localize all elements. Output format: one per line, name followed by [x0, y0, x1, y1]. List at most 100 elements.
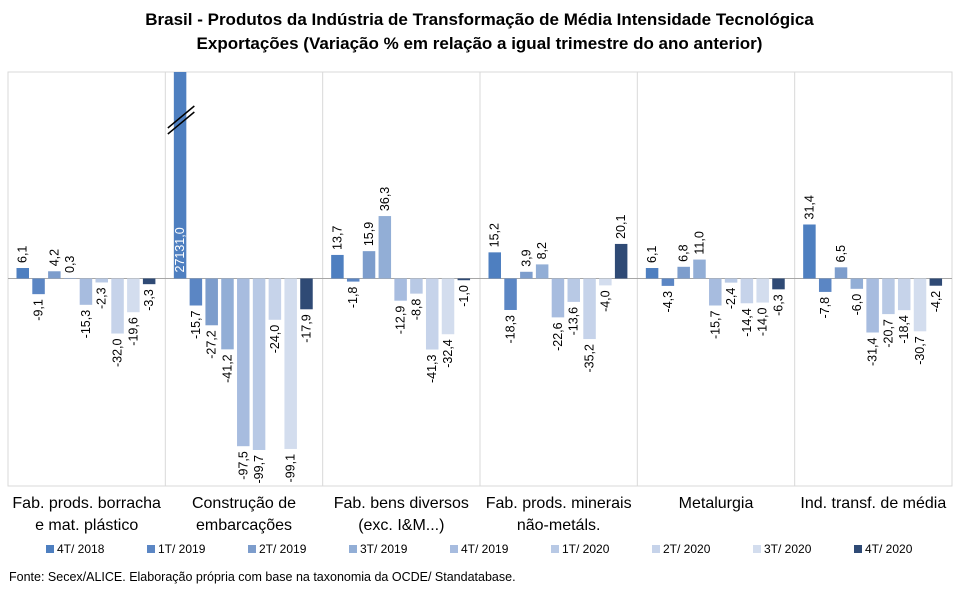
chart-title-line-1: Brasil - Produtos da Indústria de Transf… [145, 10, 814, 29]
legend-label: 1T/ 2019 [158, 542, 206, 556]
data-label: -14,0 [756, 308, 770, 337]
data-label: -99,1 [284, 454, 298, 483]
data-label: -32,4 [441, 339, 455, 368]
bar [63, 277, 77, 279]
bar [897, 278, 911, 311]
data-label: 31,4 [802, 195, 816, 219]
category-label: Fab. prods. minerais [486, 495, 632, 512]
bar [410, 278, 423, 294]
bar [740, 278, 754, 304]
data-label: -1,0 [457, 285, 471, 307]
bar [79, 278, 93, 305]
data-label: -15,7 [708, 310, 722, 339]
data-label: 15,9 [362, 222, 376, 246]
bar [818, 278, 832, 292]
data-label: -9,1 [32, 299, 46, 321]
data-label: 11,0 [692, 231, 706, 254]
bar [189, 278, 203, 306]
data-label: -18,3 [504, 315, 518, 344]
category-label: não-metáls. [517, 517, 601, 534]
legend-swatch [753, 545, 761, 553]
bar [504, 278, 517, 310]
data-label: -15,7 [189, 310, 203, 339]
data-label: -41,3 [425, 354, 439, 383]
legend-label: 2T/ 2020 [663, 542, 711, 556]
bar [300, 278, 313, 310]
category-label: Fab. bens diversos [334, 495, 469, 512]
bar [331, 254, 344, 279]
data-label: -20,7 [881, 319, 895, 348]
bar [882, 278, 895, 315]
chart-subtitle: Exportações (Variação % em relação a igu… [196, 34, 763, 53]
data-label: -2,3 [95, 287, 109, 309]
bar [378, 216, 392, 279]
bar [756, 278, 769, 303]
source-note: Fonte: Secex/ALICE. Elaboração própria c… [9, 570, 516, 584]
bar [913, 278, 927, 332]
category-label: Construção de [192, 495, 296, 512]
data-label: -12,9 [394, 306, 408, 335]
data-label: -13,6 [567, 307, 581, 336]
bar [535, 264, 549, 279]
bar [205, 278, 218, 326]
bar [48, 271, 61, 279]
legend-swatch [248, 545, 256, 553]
bar [142, 278, 156, 285]
bar [268, 278, 282, 320]
data-label: -31,4 [866, 337, 880, 366]
data-label: -2,4 [724, 288, 738, 310]
category-label: Fab. prods. borracha [12, 495, 161, 512]
bar [111, 278, 124, 334]
bar [173, 72, 187, 279]
bar [394, 278, 407, 301]
bar [441, 278, 455, 335]
bar [709, 278, 722, 306]
bar [425, 278, 439, 350]
bar [677, 266, 690, 279]
bar [252, 278, 266, 450]
axis-break-mark [167, 111, 195, 135]
bar [834, 267, 848, 279]
data-label: -19,6 [126, 317, 140, 346]
bar [661, 278, 675, 286]
bar [645, 268, 659, 279]
data-label: -14,4 [740, 308, 754, 337]
bar [772, 278, 785, 290]
data-label: -35,2 [583, 344, 597, 373]
legend-label: 1T/ 2020 [562, 542, 610, 556]
data-label: 36,3 [378, 187, 392, 211]
category-label: Metalurgia [679, 495, 754, 512]
data-label: -18,4 [897, 315, 911, 344]
legend-swatch [854, 545, 862, 553]
legend-swatch [46, 545, 54, 553]
data-label: -22,6 [551, 322, 565, 351]
bar [32, 278, 45, 295]
chart-title: Brasil - Produtos da Indústria de Transf… [0, 8, 959, 56]
data-label: 4,2 [47, 249, 61, 266]
bar [583, 278, 596, 340]
legend-swatch [450, 545, 458, 553]
data-label: 0,3 [63, 256, 77, 273]
bar [520, 271, 533, 279]
data-label: -24,0 [268, 325, 282, 354]
data-label: -30,7 [913, 336, 927, 365]
category-label: embarcações [196, 517, 292, 534]
bar [457, 278, 471, 281]
data-label: -6,0 [850, 294, 864, 316]
bar [866, 278, 879, 333]
data-label: -32,0 [111, 339, 125, 368]
legend-label: 3T/ 2019 [360, 542, 408, 556]
data-label: -15,3 [79, 310, 93, 339]
bar [95, 278, 108, 283]
data-label: -1,8 [346, 287, 360, 309]
legend-label: 3T/ 2020 [764, 542, 812, 556]
bar [850, 278, 864, 289]
data-label: -99,7 [252, 455, 266, 484]
legend-swatch [349, 545, 357, 553]
data-label: -4,3 [661, 291, 675, 313]
axis-break-mark [167, 105, 195, 129]
data-label: -4,0 [598, 290, 612, 312]
bar [551, 278, 565, 318]
data-label: 15,2 [488, 223, 502, 247]
